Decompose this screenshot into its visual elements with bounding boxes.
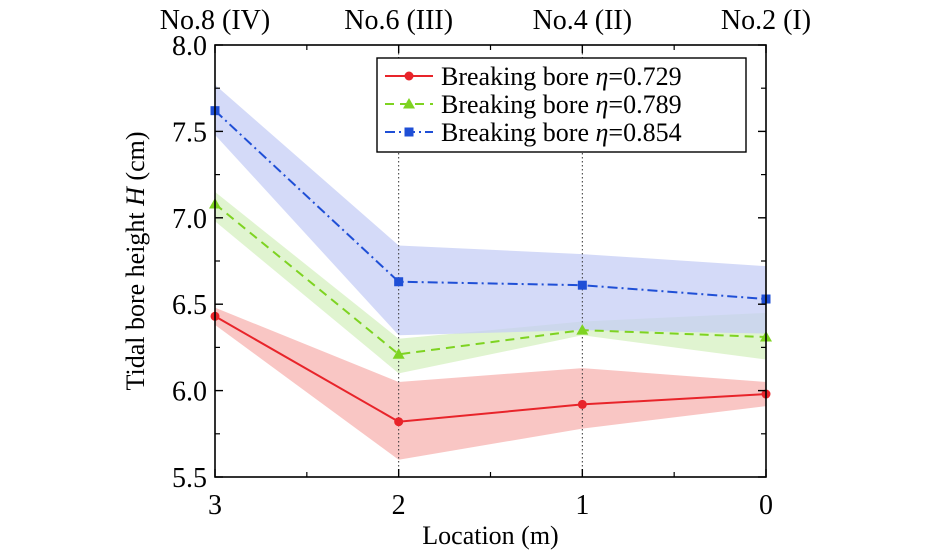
point-series-2-2 xyxy=(576,324,589,335)
top-axis-label: No.6 (III) xyxy=(344,5,453,36)
legend-label-variable: η xyxy=(596,118,609,147)
point-series-3-1 xyxy=(394,277,404,287)
y-tick-label: 7.0 xyxy=(172,204,207,235)
band-series-3 xyxy=(215,84,766,336)
x-axis-title: Location (m) xyxy=(422,521,558,550)
y-axis-title-suffix: (cm) xyxy=(121,131,150,187)
top-axis-labels: No.8 (IV) No.6 (III) No.4 (II) No.2 (I) xyxy=(160,5,811,36)
y-tick-label: 5.5 xyxy=(172,463,207,494)
legend-label-variable: η xyxy=(596,90,609,119)
legend-box xyxy=(376,57,747,153)
band-series-1 xyxy=(215,307,766,460)
top-axis-label: No.8 (IV) xyxy=(160,5,270,36)
series-lines xyxy=(214,109,767,423)
legend-marker-series-1 xyxy=(404,71,414,81)
axis-ticks xyxy=(214,44,767,478)
legend-label-variable: η xyxy=(596,62,609,91)
y-tick-label: 8.0 xyxy=(172,31,207,62)
legend-label-value: =0.729 xyxy=(608,62,681,91)
x-tick-label: 3 xyxy=(208,490,222,521)
x-tick-label: 0 xyxy=(759,490,773,521)
legend-label-series-1: Breaking bore η=0.729 xyxy=(441,62,682,91)
line-series-1 xyxy=(214,315,767,423)
confidence-bands xyxy=(215,84,766,460)
line-series-2 xyxy=(214,203,767,356)
point-series-3-2 xyxy=(577,280,587,290)
legend-label-series-2: Breaking bore η=0.789 xyxy=(441,90,682,119)
point-series-2-1 xyxy=(392,348,405,359)
x-tick-label: 1 xyxy=(575,490,589,521)
y-tick-label: 6.0 xyxy=(172,377,207,408)
axis-tick-labels: 3 2 1 0 5.5 6.0 6.5 7.0 7.5 8.0 xyxy=(172,31,773,521)
y-axis-title-variable: H xyxy=(121,186,150,207)
top-axis-label: No.4 (II) xyxy=(533,5,633,36)
point-series-1-2 xyxy=(577,399,587,409)
legend-label-prefix: Breaking bore xyxy=(441,62,596,91)
line-series-3 xyxy=(214,109,767,301)
x-tick-label: 2 xyxy=(392,490,406,521)
y-tick-label: 6.5 xyxy=(172,290,207,321)
top-axis-label: No.2 (I) xyxy=(721,5,811,36)
legend-marker-series-3 xyxy=(404,127,414,137)
point-series-1-1 xyxy=(394,417,404,427)
legend-label-value: =0.854 xyxy=(608,118,681,147)
legend-label-prefix: Breaking bore xyxy=(441,90,596,119)
legend-label-value: =0.789 xyxy=(608,90,681,119)
legend-label-prefix: Breaking bore xyxy=(441,118,596,147)
legend-label-series-3: Breaking bore η=0.854 xyxy=(441,118,682,147)
legend-marker-series-2 xyxy=(403,98,415,109)
y-tick-label: 7.5 xyxy=(172,117,207,148)
y-axis-title-prefix: Tidal bore height xyxy=(121,206,150,391)
y-axis-title: Tidal bore height H (cm) xyxy=(121,131,150,390)
